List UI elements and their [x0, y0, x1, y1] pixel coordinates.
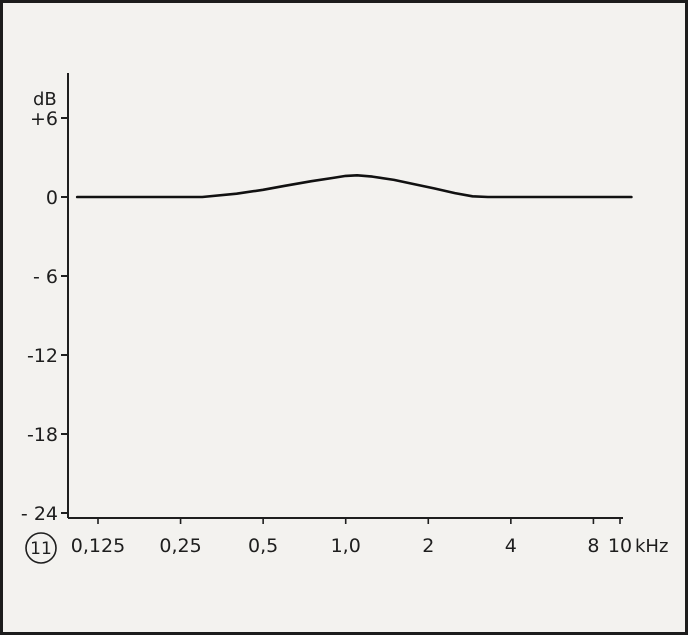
series-layer — [75, 174, 633, 199]
x-tick-label: 0,25 — [159, 535, 201, 557]
y-axis-unit-label: dB — [33, 89, 57, 110]
figure-number-label: 11 — [30, 539, 52, 559]
y-tick-label: -18 — [27, 424, 58, 446]
x-tick-label: 0,5 — [248, 535, 278, 557]
frequency-response-chart: +6 0 - 6 -12 -18 - 24 0,125 0,25 0,5 1,0 2 4 8 10 dB… — [21, 73, 668, 564]
figure-number-circle — [25, 532, 57, 564]
y-tick-label: 0 — [46, 187, 58, 209]
y-tick-label: +6 — [30, 108, 58, 130]
x-axis-unit-label: kHz — [635, 536, 668, 557]
x-tick-label: 8 — [587, 535, 599, 557]
y-ticks: +6 0 - 6 -12 -18 - 24 — [21, 108, 68, 525]
chart-axes — [67, 73, 623, 519]
response-curve — [75, 174, 633, 199]
x-tick-label: 2 — [422, 535, 434, 557]
y-tick-label: -12 — [27, 345, 58, 367]
x-ticks: 0,125 0,25 0,5 1,0 2 4 8 10 — [71, 518, 632, 557]
y-tick-label: - 24 — [21, 503, 58, 525]
x-tick-label: 10 — [608, 535, 632, 557]
x-tick-label: 1,0 — [331, 535, 361, 557]
x-tick-label: 4 — [505, 535, 517, 557]
x-tick-label: 0,125 — [71, 535, 125, 557]
figure-number-badge: 11 — [25, 532, 57, 564]
y-tick-label: - 6 — [33, 266, 58, 288]
